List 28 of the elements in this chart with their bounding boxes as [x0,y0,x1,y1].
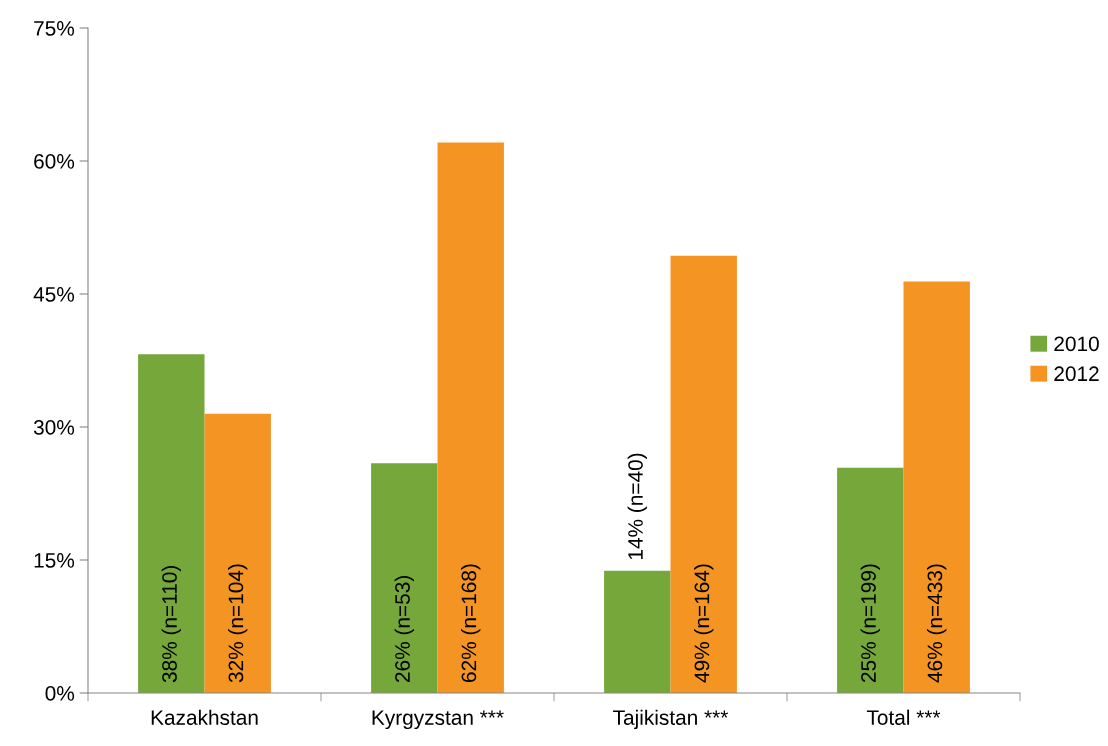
x-tick-label: Tajikistan *** [613,709,729,730]
bar [837,467,904,693]
x-tick-label: Kazakhstan [151,709,258,725]
x-tick-label: Kyrgyzstan *** [372,710,504,730]
data-label: 38% (n=110) [161,565,181,683]
bar [371,463,438,693]
data-label: 14% (n=40) [627,453,647,560]
y-tick-label: 30% [33,420,75,435]
data-label: 26% (n=53) [394,576,414,682]
bar [138,354,205,693]
bar [903,281,970,693]
x-tick-label: Total *** [866,709,941,725]
data-label: 49% (n=164) [693,564,714,683]
data-label: 25% (n=199) [860,564,880,682]
bar [670,255,737,693]
bar [604,570,671,693]
y-tick-label: 45% [33,287,75,302]
data-label: 62% (n=168) [460,564,481,682]
data-label: 32% (n=104) [227,564,248,683]
y-tick-label: 60% [34,154,75,169]
y-tick-label: 0% [45,686,75,701]
legend-label: 2010 [1054,336,1099,352]
bar [437,142,504,693]
y-tick-label: 15% [34,553,75,568]
legend-label: 2012 [1054,366,1099,382]
bar [204,413,271,693]
data-label: 46% (n=433) [926,564,947,683]
y-tick-label: 75% [34,21,75,36]
